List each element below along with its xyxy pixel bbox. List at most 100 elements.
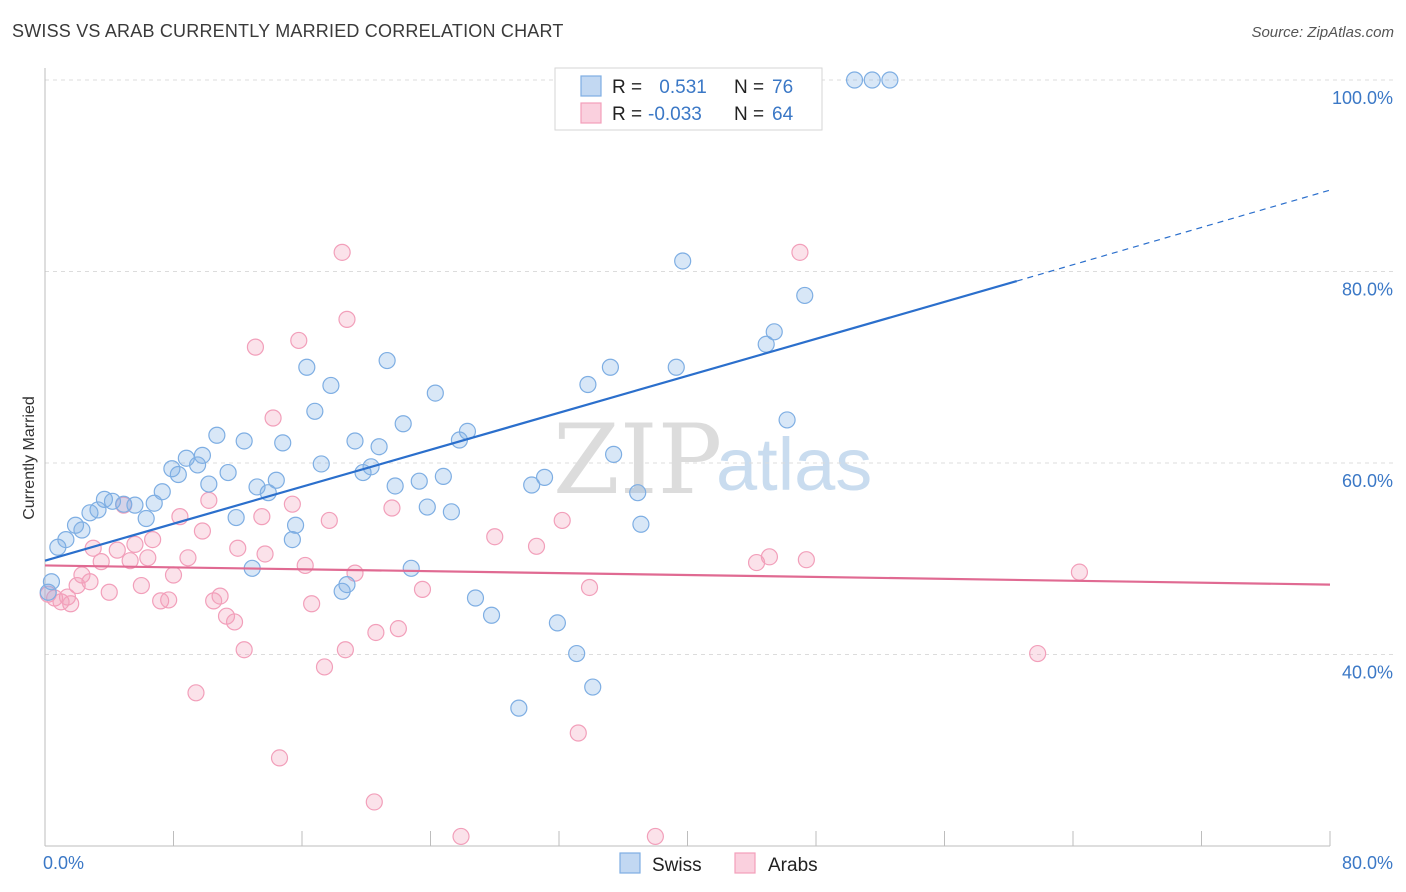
arabs-point-27 [211,587,229,605]
arabs-point-16 [139,549,157,567]
arabs-point-64 [1070,563,1089,581]
swiss-point-64 [632,515,650,533]
arabs-point-15 [132,576,150,595]
swiss-point-40 [370,438,388,456]
swiss-point-10 [126,496,144,514]
swiss-point-47 [426,384,444,402]
swiss-point-41 [378,351,396,370]
legend-n-label-arabs: N = [734,104,764,125]
swiss-point-14 [163,460,181,478]
arabs-point-39 [296,556,314,575]
arabs-point-40 [303,595,321,613]
arabs-point-13 [121,552,139,570]
swiss-point-11 [137,509,155,528]
swiss-point-69 [765,323,783,341]
bottom-legend-swatch-arabs [734,852,756,874]
arabs-point-32 [246,338,265,356]
arabs-point-61 [791,243,809,261]
legend-swatch-arabs [580,102,602,124]
swiss-point-37 [346,432,364,450]
swiss-point-0 [39,583,57,601]
swiss-point-75 [42,573,61,591]
arabs-point-35 [264,409,282,427]
swiss-point-15 [169,465,187,484]
arabs-point-62 [797,551,815,569]
arabs-point-37 [283,495,301,513]
swiss-point-56 [535,468,554,486]
arabs-point-44 [338,310,356,328]
arabs-point-11 [108,541,126,559]
swiss-point-21 [219,463,237,482]
trend-lines [44,189,1331,586]
arabs-point-50 [389,620,407,638]
arabs-point-7 [81,573,99,591]
swiss-point-22 [227,508,245,527]
y-tick-label-40: 40.0% [1342,663,1393,683]
swiss-point-52 [466,589,485,607]
arabs-point-63 [1029,644,1047,663]
swiss-point-72 [845,71,864,89]
arabs-point-53 [486,528,504,546]
arabs-point-56 [569,724,587,742]
swiss-point-32 [306,402,324,420]
bottom-legend-label-arabs: Arabs [768,855,818,876]
bottom-legend-label-swiss: Swiss [652,855,702,876]
arabs-point-24 [193,522,212,540]
arabs-trend-line [44,564,1331,586]
swiss-point-48 [434,467,452,486]
swiss-point-28 [274,434,292,452]
swiss-point-53 [482,606,501,624]
swiss-point-58 [568,644,586,663]
swiss-point-54 [510,699,528,717]
y-tick-labels: 40.0% 60.0% 80.0% 100.0% [1332,88,1393,683]
arabs-point-52 [452,827,470,846]
arabs-point-23 [187,684,205,702]
swiss-point-49 [442,503,460,521]
swiss-point-36 [338,576,356,594]
arabs-point-19 [160,591,178,609]
swiss-point-31 [298,358,316,376]
arabs-point-48 [367,623,385,642]
swiss-point-73 [863,71,881,89]
swiss-point-66 [674,252,692,270]
arabs-point-55 [553,511,571,530]
swiss-point-27 [267,471,285,489]
x-tick-label-min: 0.0% [43,853,84,873]
chart-source: Source: ZipAtlas.com [1251,24,1394,41]
watermark-atlas: atlas [716,423,872,506]
arabs-point-38 [290,331,308,350]
y-axis-label: Currently Married [21,396,38,520]
arabs-point-20 [164,566,183,584]
swiss-point-60 [579,375,597,394]
arabs-points [39,243,1089,846]
y-tick-label-80: 80.0% [1342,280,1393,300]
arabs-point-29 [225,613,244,631]
arabs-point-60 [760,548,779,566]
arabs-point-25 [200,491,218,509]
legend-r-value-arabs: -0.033 [648,104,702,125]
swiss-points [39,71,899,717]
bottom-legend: Swiss Arabs [619,852,818,876]
swiss-point-42 [386,477,404,495]
swiss-point-46 [418,498,436,516]
arabs-point-4 [62,595,80,613]
arabs-point-42 [320,511,338,530]
arabs-point-45 [336,641,354,659]
swiss-point-33 [312,455,330,473]
y-tick-label-60: 60.0% [1342,471,1393,491]
legend-r-label-swiss: R = [612,77,642,98]
swiss-point-71 [796,286,814,305]
legend-r-label-arabs: R = [612,104,642,125]
arabs-point-57 [580,578,599,597]
swiss-point-63 [629,484,647,502]
legend-n-label-swiss: N = [734,77,764,98]
swiss-point-59 [584,678,602,696]
swiss-point-29 [283,530,301,549]
swiss-point-45 [410,472,428,490]
arabs-point-30 [229,539,247,557]
swiss-point-57 [548,614,566,632]
arabs-point-47 [365,793,383,811]
x-tick-label-max: 80.0% [1342,853,1393,873]
legend-swatch-swiss [580,75,602,97]
